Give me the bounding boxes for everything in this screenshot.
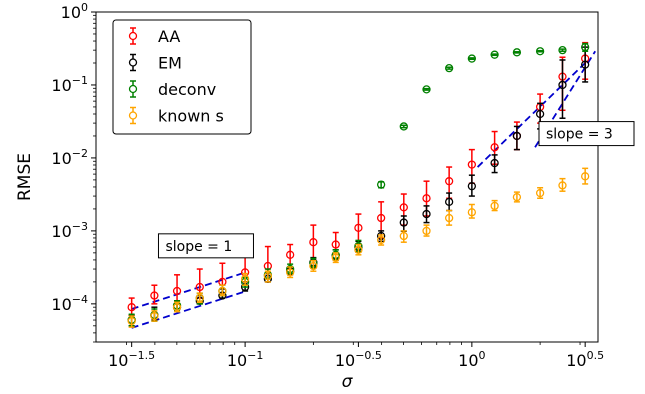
y-tick-label: 10−2	[51, 147, 88, 168]
data-point	[127, 316, 136, 326]
x-tick-label: 10−0.5	[335, 349, 382, 370]
data-point	[422, 85, 431, 94]
data-point	[581, 60, 590, 69]
data-point	[422, 194, 431, 203]
reference-line-segment	[476, 62, 586, 168]
y-tick-label: 10−4	[51, 293, 88, 314]
data-point	[490, 158, 499, 168]
x-axis-label: σ	[342, 372, 354, 392]
data-point	[150, 311, 159, 321]
data-point	[512, 131, 522, 141]
data-point	[172, 303, 182, 312]
data-point	[354, 223, 363, 233]
data-point	[240, 274, 250, 284]
legend-label: EM	[158, 54, 182, 73]
x-tick-label: 10−1.5	[108, 349, 155, 370]
data-point	[399, 231, 408, 241]
data-point	[490, 201, 499, 211]
slope-label-box	[157, 233, 254, 259]
series-known-s	[127, 167, 590, 328]
data-point	[444, 197, 454, 207]
legend-label: AA	[158, 27, 180, 46]
data-point	[331, 253, 340, 262]
plot-frame	[95, 11, 599, 343]
data-point	[490, 50, 499, 59]
legend: AA EM deconv known s	[112, 19, 252, 135]
slope-annotations: slope = 1 slope = 3	[157, 121, 635, 259]
data-point	[286, 268, 295, 277]
data-point	[512, 48, 522, 57]
data-point	[309, 261, 318, 271]
slope-label-box	[538, 121, 635, 147]
x-tick-label: 10−1	[227, 349, 264, 370]
data-point	[444, 177, 454, 186]
y-axis-label: RMSE	[15, 153, 35, 201]
data-point	[376, 213, 386, 223]
data-point	[354, 245, 363, 254]
data-point	[376, 180, 386, 189]
legend-marker	[128, 111, 138, 120]
data-point	[195, 282, 204, 292]
data-point	[581, 42, 590, 52]
data-point	[263, 271, 273, 281]
x-tick-label: 100.5	[566, 349, 604, 370]
slope-label: slope = 1	[165, 239, 232, 255]
data-point	[558, 80, 567, 90]
legend-label: known s	[158, 107, 224, 126]
data-point	[376, 235, 386, 245]
data-point	[218, 286, 227, 296]
reference-line-segment	[131, 290, 246, 329]
data-point	[399, 218, 408, 227]
data-point	[309, 238, 318, 247]
data-point	[558, 181, 567, 190]
axis-ticks: 10−1.5 10−1 10−0.5 100 100.5 10−4 10−3 10−2 10−1…	[51, 1, 604, 370]
data-point	[444, 213, 454, 223]
data-point	[535, 109, 545, 119]
data-point	[399, 203, 408, 212]
data-point	[444, 63, 454, 73]
data-point	[535, 47, 545, 56]
slope-label: slope = 3	[546, 127, 613, 143]
legend-marker	[128, 31, 138, 41]
data-point	[195, 293, 204, 303]
legend-label: deconv	[158, 80, 216, 99]
legend-marker	[128, 58, 138, 67]
data-point	[467, 54, 477, 63]
data-point	[467, 208, 477, 217]
data-point	[399, 122, 408, 131]
data-point	[490, 143, 499, 152]
y-tick-label: 100	[61, 1, 88, 22]
data-point	[558, 46, 567, 55]
data-point	[422, 209, 431, 219]
data-point	[581, 172, 590, 181]
data-point	[467, 182, 477, 191]
x-tick-label: 100	[458, 349, 485, 370]
data-point	[286, 250, 295, 259]
data-point	[172, 286, 182, 296]
data-point	[150, 291, 159, 300]
data-point	[467, 160, 477, 169]
legend-marker	[128, 84, 138, 94]
data-point	[535, 188, 545, 198]
data-series	[127, 41, 590, 328]
data-point	[331, 240, 340, 249]
y-tick-label: 10−1	[51, 74, 88, 95]
data-point	[422, 226, 431, 236]
legend-box	[112, 19, 252, 135]
y-tick-label: 10−3	[51, 220, 88, 241]
data-point	[512, 192, 522, 202]
data-point	[127, 303, 136, 312]
reference-line-segment	[131, 271, 246, 310]
